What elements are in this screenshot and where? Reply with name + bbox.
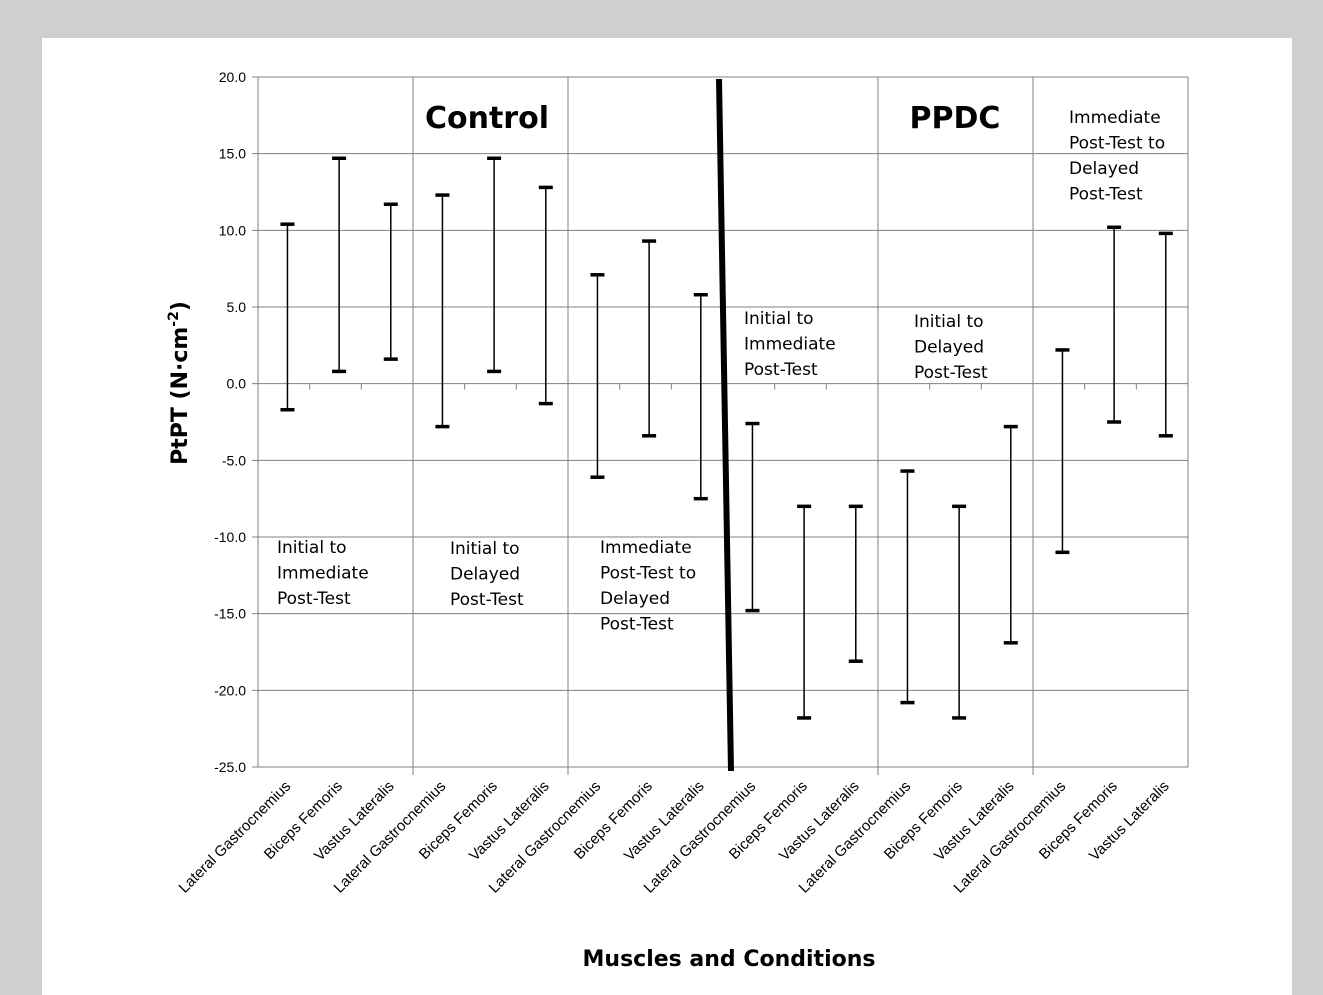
annotation-line: Post-Test to [600, 564, 696, 584]
annotation-line: Post-Test to [1069, 134, 1165, 154]
annotation-line: Initial to [914, 312, 984, 332]
error-bar [1158, 231, 1173, 438]
y-tick-label: 0.0 [227, 376, 247, 392]
error-bar [487, 156, 502, 374]
error-bar [1055, 348, 1070, 555]
error-bar [952, 504, 967, 720]
annotation-line: Delayed [914, 338, 984, 358]
y-tick-label: 10.0 [219, 222, 246, 238]
annotation-line: Delayed [450, 565, 520, 585]
y-tick-label: -10.0 [214, 529, 246, 545]
y-tick-label: -15.0 [214, 606, 246, 622]
error-bar [1003, 424, 1018, 645]
error-bar [383, 202, 398, 361]
annotation-line: Post-Test [600, 615, 674, 635]
error-bar [797, 504, 812, 720]
annotation-line: Initial to [277, 538, 347, 558]
annotation-line: Post-Test [450, 590, 524, 610]
gridlines [252, 76, 1189, 775]
group-title: PPDC [910, 101, 1001, 136]
condition-annotation: Immediate Post-Test to Delayed Post-Test [1069, 108, 1165, 205]
annotation-line: Delayed [600, 589, 670, 609]
annotation-line: Post-Test [914, 363, 988, 383]
group-divider-line [716, 78, 734, 772]
error-bar [435, 193, 450, 429]
error-bar [280, 222, 295, 412]
error-bar [642, 239, 657, 438]
annotation-line: Immediate [600, 538, 692, 558]
error-bar [900, 469, 915, 705]
y-tick-label: 20.0 [219, 69, 246, 85]
error-bar [332, 156, 347, 374]
error-bar [1107, 225, 1122, 424]
annotation-line: Initial to [450, 539, 520, 559]
y-tick-label: 5.0 [227, 299, 247, 315]
annotation-line: Immediate [277, 564, 369, 584]
y-axis-title: PtPT (N·cm-2) [166, 301, 193, 465]
condition-annotation: Initial to Delayed Post-Test [450, 539, 524, 610]
annotation-line: Post-Test [744, 360, 818, 380]
annotation-line: Post-Test [1069, 185, 1143, 205]
annotation-line: Initial to [744, 309, 814, 329]
annotation-line: Post-Test [277, 589, 351, 609]
condition-annotation: Initial to Immediate Post-Test [744, 309, 836, 380]
chart-frame: 20.0 15.0 10.0 5.0 0.0 -5.0 -10.0 -15.0 -20.0 -25… [42, 38, 1292, 995]
y-tick-label: -25.0 [214, 759, 246, 775]
error-bar-chart: 20.0 15.0 10.0 5.0 0.0 -5.0 -10.0 -15.0 -20.0 -25… [166, 69, 1189, 972]
error-bar [693, 292, 708, 501]
error-bar [590, 273, 605, 479]
error-bar [745, 421, 760, 613]
error-bar [848, 504, 863, 663]
group-title: Control [425, 101, 549, 136]
annotation-line: Immediate [1069, 108, 1161, 128]
error-bar [538, 185, 553, 406]
error-bars [280, 156, 1173, 720]
y-tick-labels: 20.0 15.0 10.0 5.0 0.0 -5.0 -10.0 -15.0 -20.0 -25… [214, 69, 246, 775]
x-axis-title: Muscles and Conditions [583, 947, 876, 972]
condition-annotation: Immediate Post-Test to Delayed Post-Test [600, 538, 696, 635]
condition-annotation: Initial to Delayed Post-Test [914, 312, 988, 383]
condition-annotation: Initial to Immediate Post-Test [277, 538, 369, 609]
annotation-line: Immediate [744, 335, 836, 355]
annotation-line: Delayed [1069, 159, 1139, 179]
y-tick-label: -5.0 [222, 452, 246, 468]
y-tick-label: 15.0 [219, 146, 246, 162]
y-tick-label: -20.0 [214, 682, 246, 698]
